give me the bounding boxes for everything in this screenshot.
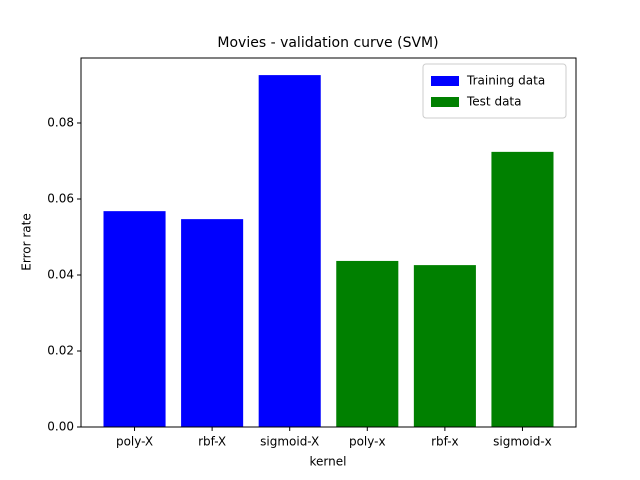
bar [181, 219, 244, 427]
x-tick-label: rbf-x [431, 435, 459, 449]
plot-frame [80, 57, 577, 428]
legend-label: Training data [466, 74, 545, 88]
bar [413, 265, 476, 427]
x-tick-label: sigmoid-x [493, 435, 552, 449]
bar [103, 211, 166, 427]
legend-swatch [431, 76, 459, 86]
y-tick-label: 0.08 [47, 115, 74, 129]
legend-label: Test data [466, 95, 521, 109]
y-axis-label: Error rate [20, 213, 34, 270]
bar [336, 260, 399, 427]
x-tick-label: poly-X [116, 435, 153, 449]
bar [491, 151, 554, 427]
x-tick-label: sigmoid-X [260, 435, 319, 449]
legend-box [422, 63, 567, 119]
x-tick-label: rbf-X [198, 435, 226, 449]
legend-swatch [431, 97, 459, 107]
x-axis-label: kernel [310, 455, 347, 469]
x-tick-label: poly-x [349, 435, 386, 449]
y-tick-label: 0.00 [47, 420, 74, 434]
bar [258, 75, 321, 428]
y-tick-label: 0.06 [47, 191, 74, 205]
y-tick-label: 0.02 [47, 343, 74, 357]
y-tick-label: 0.04 [47, 267, 74, 281]
chart-title: Movies - validation curve (SVM) [217, 35, 438, 51]
